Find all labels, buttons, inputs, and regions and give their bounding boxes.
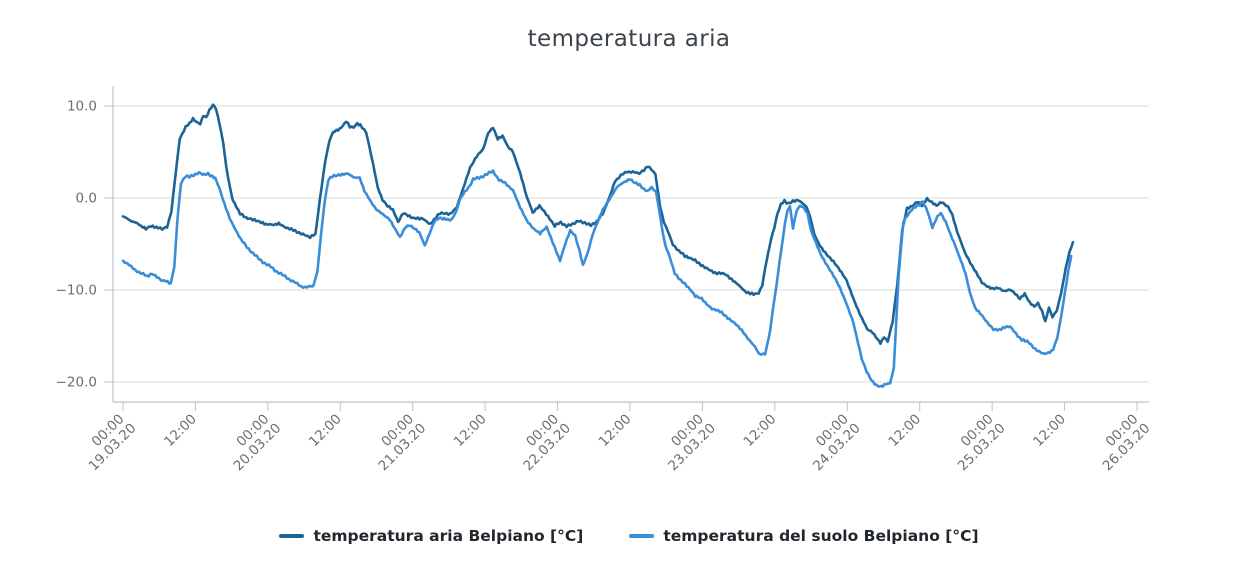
chart-title: temperatura aria: [527, 26, 731, 52]
x-tick-time: 12:00: [306, 411, 345, 450]
x-tick-label: 12:00: [306, 411, 345, 450]
y-tick-label: 0.0: [76, 191, 97, 207]
x-tick-label: 12:00: [451, 411, 490, 450]
legend-label-suolo: temperatura del suolo Belpiano [°C]: [663, 527, 979, 545]
legend-swatch-aria: [279, 534, 305, 538]
x-tick-label: 12:00: [161, 411, 200, 450]
x-tick-time: 12:00: [451, 411, 490, 450]
x-tick-label: 12:00: [596, 411, 635, 450]
x-tick-label: 12:00: [741, 411, 780, 450]
legend-label-aria: temperatura aria Belpiano [°C]: [313, 527, 584, 545]
legend-swatch-suolo: [629, 534, 655, 538]
x-tick-time: 12:00: [161, 411, 200, 450]
y-tick-label: −20.0: [56, 375, 97, 391]
series-line-suolo: [121, 169, 1073, 388]
x-tick-label: 12:00: [1030, 411, 1069, 450]
x-tick-time: 12:00: [596, 411, 635, 450]
chart-legend: temperatura aria Belpiano [°C] temperatu…: [0, 527, 1258, 545]
legend-item-aria[interactable]: temperatura aria Belpiano [°C]: [279, 527, 583, 545]
x-tick-time: 12:00: [1030, 411, 1069, 450]
legend-item-suolo[interactable]: temperatura del suolo Belpiano [°C]: [629, 527, 979, 545]
x-tick-label: 12:00: [885, 411, 924, 450]
x-tick-time: 12:00: [741, 411, 780, 450]
y-tick-label: 10.0: [67, 99, 97, 115]
y-tick-label: −10.0: [56, 283, 97, 299]
x-tick-time: 12:00: [885, 411, 924, 450]
